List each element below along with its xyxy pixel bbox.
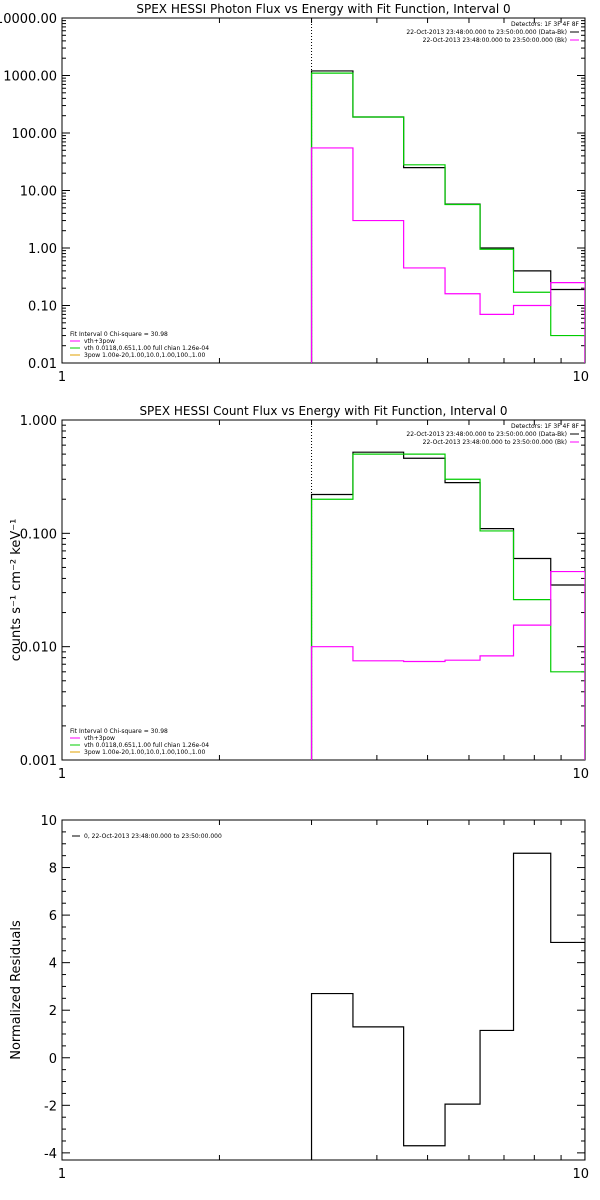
resid-x-ticks: 1 10 (58, 820, 589, 1182)
photon-y-tick-label: 10000.00 (0, 12, 57, 27)
photon-y-tick-label: 10.00 (20, 185, 57, 200)
photon-panel: SPEX HESSI Photon Flux vs Energy with Fi… (0, 2, 589, 385)
count-panel: SPEX HESSI Count Flux vs Energy with Fit… (9, 404, 589, 782)
photon-series-line (310, 147, 585, 363)
resid-series-0 (310, 852, 585, 1160)
photon-legend-entry: 22-Oct-2013 23:48:00.000 to 23:50:00.000… (423, 37, 567, 44)
resid-series-line (310, 852, 585, 1160)
count-fit-entry: 3pow 1.00e-20,1.00,10.0,1.00,100.,1.00 (84, 749, 205, 756)
resid-x-tick-label: 10 (572, 1167, 589, 1182)
count-fit-header: Fit Interval 0 Chi-square = 30.98 (70, 728, 168, 735)
photon-series-group (310, 70, 585, 363)
resid-y-ticks: 10 8 6 4 2 0 -2 -4 (40, 814, 585, 1162)
count-legend-entry: 22-Oct-2013 23:48:00.000 to 23:50:00.000… (423, 439, 567, 446)
resid-y-tick-label: -4 (44, 1147, 57, 1162)
resid-x-tick-label: 1 (58, 1167, 66, 1182)
photon-y-tick-label: 1.00 (28, 242, 57, 257)
resid-y-tick-label: 10 (40, 814, 57, 829)
photon-legend-bottom: Fit Interval 0 Chi-square = 30.98vth+3po… (70, 331, 209, 359)
count-y-tick-label: 1.000 (20, 414, 57, 429)
photon-y-tick-label: 0.01 (28, 357, 57, 372)
photon-legend-entry: 22-Oct-2013 23:48:00.000 to 23:50:00.000… (406, 29, 567, 36)
photon-x-tick-label: 1 (58, 370, 66, 385)
photon-axes-frame (61, 17, 586, 364)
resid-y-tick-label: 8 (49, 862, 57, 877)
resid-legend-top: 0, 22-Oct-2013 23:48:00.000 to 23:50:00.… (72, 833, 222, 840)
count-legend-entry: 22-Oct-2013 23:48:00.000 to 23:50:00.000… (406, 431, 567, 438)
photon-series-2 (310, 147, 585, 363)
count-series-1 (310, 453, 585, 760)
resid-y-tick-label: 2 (49, 1004, 57, 1019)
count-x-ticks: 1 10 (58, 420, 589, 782)
count-legend-header: Detectors: 1F 3F 4F 8F (511, 423, 580, 430)
resid-y-tick-label: 6 (49, 909, 57, 924)
count-legend-bottom: Fit Interval 0 Chi-square = 30.98vth+3po… (70, 728, 209, 756)
count-y-label: counts s⁻¹ cm⁻² keV⁻¹ (9, 519, 24, 662)
count-axes-frame (61, 419, 586, 761)
count-title: SPEX HESSI Count Flux vs Energy with Fit… (139, 404, 507, 418)
count-fit-entry: vth+3pow (84, 735, 115, 742)
photon-fit-entry: vth 0.0118,0.651,1.00 full chian 1.26e-0… (84, 345, 209, 352)
resid-panel: 10 8 6 4 2 0 -2 -41 10 Normalized Residuals 0, 22-… (9, 814, 589, 1182)
count-y-tick-label: 0.010 (20, 641, 57, 656)
photon-fit-entry: vth+3pow (84, 338, 115, 345)
count-x-tick-label: 10 (572, 767, 589, 782)
resid-y-tick-label: -2 (44, 1099, 57, 1114)
resid-y-tick-label: 0 (49, 1052, 57, 1067)
count-series-line (310, 570, 585, 760)
photon-legend-header: Detectors: 1F 3F 4F 8F (511, 21, 580, 28)
photon-y-tick-label: 0.10 (28, 300, 57, 315)
photon-y-tick-label: 1000.00 (3, 70, 57, 85)
resid-axes-frame (61, 819, 586, 1161)
photon-fit-entry: 3pow 1.00e-20,1.00,10.0,1.00,100.,1.00 (84, 352, 205, 359)
resid-series-group (310, 852, 585, 1160)
count-y-tick-label: 0.100 (20, 527, 57, 542)
count-y-ticks: 1.000 0.100 0.010 0.001 (20, 414, 585, 769)
photon-y-ticks: 10000.00 1000.00 100.00 10.00 1.00 0.10 0.01 (0, 12, 585, 372)
count-series-line (310, 453, 585, 760)
resid-y-tick-label: 4 (49, 957, 57, 972)
photon-series-line (310, 72, 585, 363)
photon-y-tick-label: 100.00 (12, 127, 58, 142)
count-y-tick-label: 0.001 (20, 754, 57, 769)
photon-fit-header: Fit Interval 0 Chi-square = 30.98 (70, 331, 168, 338)
photon-x-tick-label: 10 (572, 370, 589, 385)
count-x-tick-label: 1 (58, 767, 66, 782)
resid-y-label: Normalized Residuals (9, 920, 24, 1060)
count-fit-entry: vth 0.0118,0.651,1.00 full chian 1.26e-0… (84, 742, 209, 749)
photon-title: SPEX HESSI Photon Flux vs Energy with Fi… (136, 2, 510, 16)
photon-series-1 (310, 72, 585, 363)
count-series-2 (310, 570, 585, 760)
count-series-group (310, 451, 585, 760)
resid-legend-entry: 0, 22-Oct-2013 23:48:00.000 to 23:50:00.… (84, 833, 222, 840)
